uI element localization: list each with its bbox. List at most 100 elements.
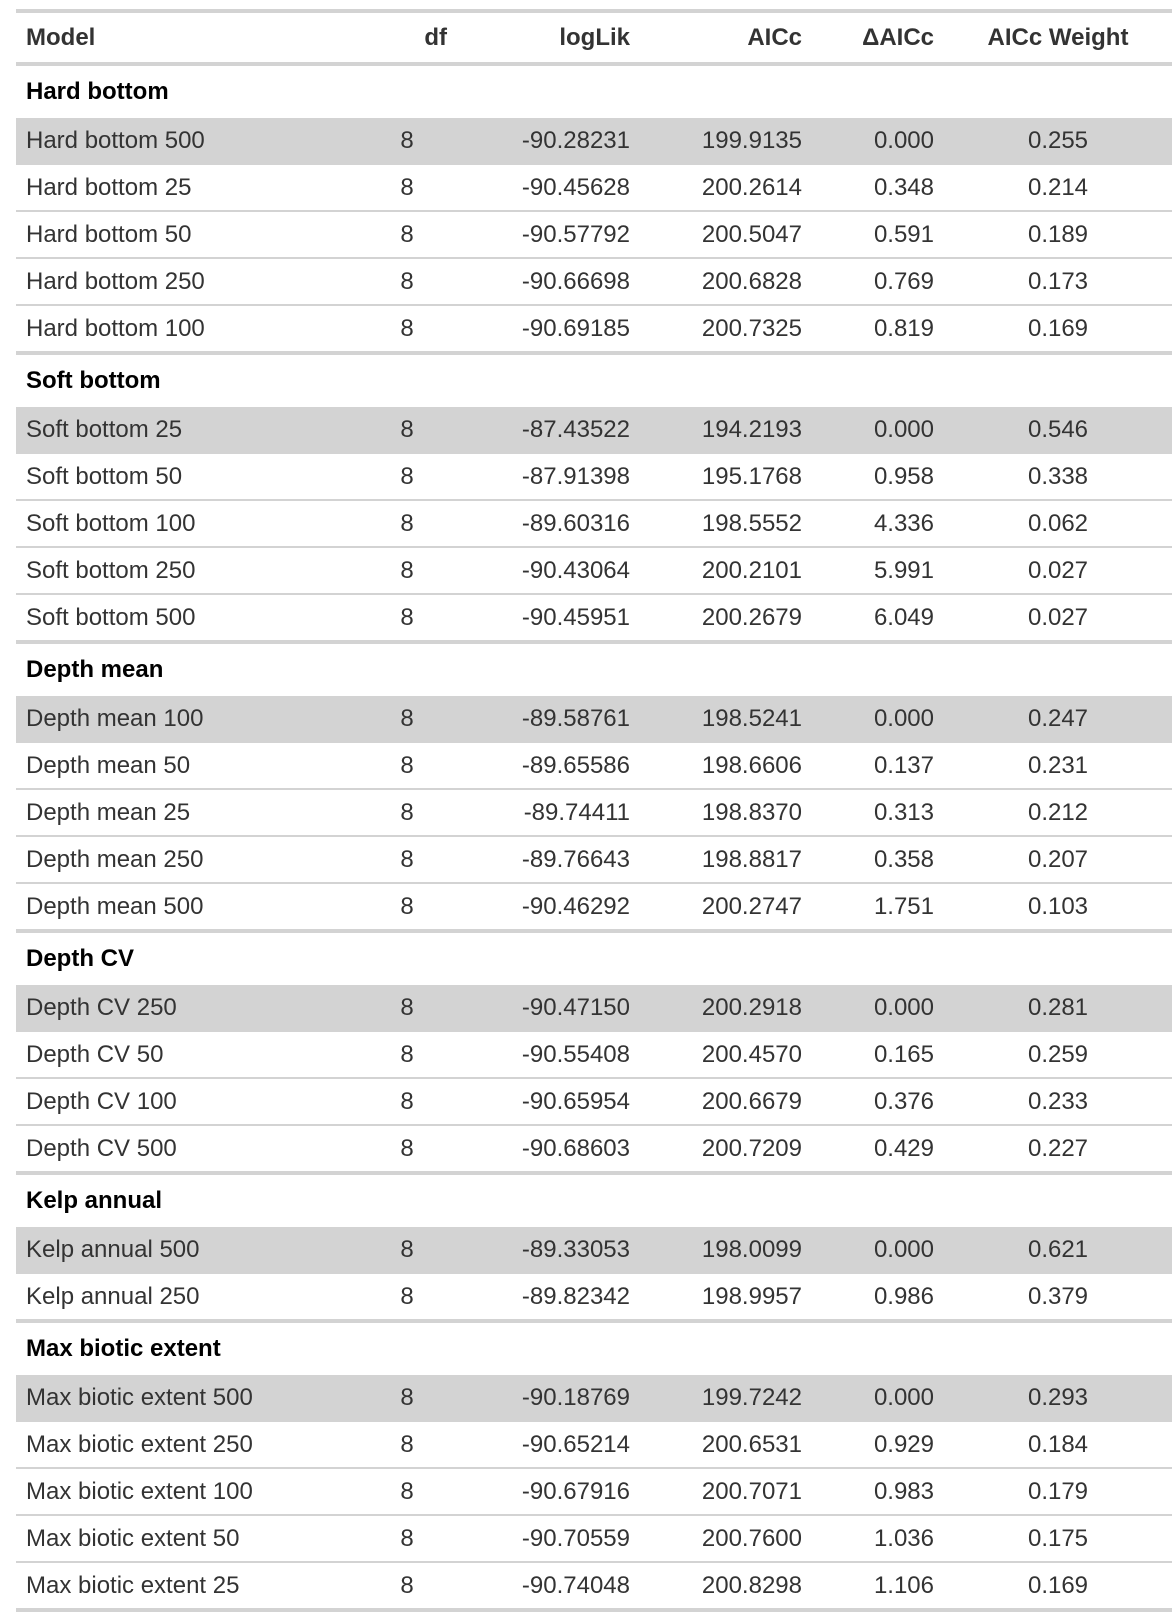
cell-model: Depth mean 25 bbox=[16, 788, 357, 836]
table-row: Hard bottom 250 8 -90.66698 200.6828 0.769 0.… bbox=[16, 257, 1172, 305]
cell-model: Soft bottom 500 bbox=[16, 593, 357, 642]
cell-df: 8 bbox=[357, 1272, 457, 1321]
cell-aicc-weight: 0.103 bbox=[944, 882, 1172, 931]
cell-model: Hard bottom 50 bbox=[16, 210, 357, 258]
cell-loglik: -90.18769 bbox=[457, 1375, 640, 1421]
cell-aicc-weight: 0.281 bbox=[944, 985, 1172, 1031]
table-row: Depth mean 25 8 -89.74411 198.8370 0.313 0.21… bbox=[16, 788, 1172, 836]
cell-aicc: 198.6606 bbox=[640, 741, 812, 789]
table-row: Max biotic extent 250 8 -90.65214 200.6531 0… bbox=[16, 1420, 1172, 1468]
cell-model: Depth CV 100 bbox=[16, 1077, 357, 1125]
header-delta-aicc: ΔAICc bbox=[812, 11, 944, 66]
cell-aicc-weight: 0.212 bbox=[944, 788, 1172, 836]
cell-aicc: 200.8298 bbox=[640, 1561, 812, 1610]
table-row-best-model: Kelp annual 500 8 -89.33053 198.0099 0.000 0.… bbox=[16, 1227, 1172, 1273]
cell-model: Soft bottom 25 bbox=[16, 407, 357, 453]
group-label: Depth mean bbox=[16, 640, 1172, 696]
cell-aicc-weight: 0.247 bbox=[944, 696, 1172, 742]
cell-aicc-weight: 0.546 bbox=[944, 407, 1172, 453]
cell-loglik: -90.70559 bbox=[457, 1514, 640, 1562]
cell-df: 8 bbox=[357, 304, 457, 353]
cell-model: Depth mean 250 bbox=[16, 835, 357, 883]
cell-loglik: -90.46292 bbox=[457, 882, 640, 931]
cell-loglik: -90.45628 bbox=[457, 163, 640, 211]
cell-delta-aicc: 0.591 bbox=[812, 210, 944, 258]
group-header-row: Depth mean bbox=[16, 640, 1172, 696]
cell-loglik: -87.91398 bbox=[457, 452, 640, 500]
cell-aicc-weight: 0.179 bbox=[944, 1467, 1172, 1515]
cell-aicc: 200.2747 bbox=[640, 882, 812, 931]
cell-loglik: -90.65214 bbox=[457, 1420, 640, 1468]
table-row: Soft bottom 250 8 -90.43064 200.2101 5.991 0.… bbox=[16, 546, 1172, 594]
cell-loglik: -90.55408 bbox=[457, 1030, 640, 1078]
cell-aicc: 200.7325 bbox=[640, 304, 812, 353]
table-row: Depth mean 500 8 -90.46292 200.2747 1.751 0.1… bbox=[16, 882, 1172, 931]
cell-delta-aicc: 0.348 bbox=[812, 163, 944, 211]
cell-model: Soft bottom 250 bbox=[16, 546, 357, 594]
cell-model: Max biotic extent 500 bbox=[16, 1375, 357, 1421]
cell-aicc-weight: 0.175 bbox=[944, 1514, 1172, 1562]
cell-df: 8 bbox=[357, 407, 457, 453]
cell-delta-aicc: 0.986 bbox=[812, 1272, 944, 1321]
table-row: Hard bottom 25 8 -90.45628 200.2614 0.348 0.2… bbox=[16, 163, 1172, 211]
cell-aicc: 200.4570 bbox=[640, 1030, 812, 1078]
cell-aicc: 200.7071 bbox=[640, 1467, 812, 1515]
cell-delta-aicc: 0.429 bbox=[812, 1124, 944, 1173]
cell-delta-aicc: 0.983 bbox=[812, 1467, 944, 1515]
group-label: Hard bottom bbox=[26, 78, 169, 105]
cell-delta-aicc: 0.819 bbox=[812, 304, 944, 353]
cell-aicc-weight: 0.231 bbox=[944, 741, 1172, 789]
cell-delta-aicc: 4.336 bbox=[812, 499, 944, 547]
cell-loglik: -87.43522 bbox=[457, 407, 640, 453]
cell-loglik: -90.28231 bbox=[457, 118, 640, 164]
cell-model: Soft bottom 50 bbox=[16, 452, 357, 500]
cell-delta-aicc: 0.165 bbox=[812, 1030, 944, 1078]
cell-delta-aicc: 0.000 bbox=[812, 1375, 944, 1421]
cell-model: Depth mean 100 bbox=[16, 696, 357, 742]
cell-aicc-weight: 0.207 bbox=[944, 835, 1172, 883]
table-row-best-model: Max biotic extent 500 8 -90.18769 199.7242 0… bbox=[16, 1375, 1172, 1421]
cell-df: 8 bbox=[357, 1375, 457, 1421]
table-row: Depth mean 50 8 -89.65586 198.6606 0.137 0.23… bbox=[16, 741, 1172, 789]
cell-model: Depth CV 50 bbox=[16, 1030, 357, 1078]
model-selection-table: Model df logLik AICc ΔAICc AICc Weight H… bbox=[16, 9, 1172, 1612]
cell-delta-aicc: 6.049 bbox=[812, 593, 944, 642]
cell-df: 8 bbox=[357, 1467, 457, 1515]
header-aicc: AICc bbox=[640, 11, 812, 66]
cell-delta-aicc: 1.751 bbox=[812, 882, 944, 931]
table-row-best-model: Hard bottom 500 8 -90.28231 199.9135 0.000 0.… bbox=[16, 118, 1172, 164]
table-row-best-model: Depth mean 100 8 -89.58761 198.5241 0.000 0.2… bbox=[16, 696, 1172, 742]
cell-aicc-weight: 0.259 bbox=[944, 1030, 1172, 1078]
cell-aicc: 200.7209 bbox=[640, 1124, 812, 1173]
cell-model: Depth CV 500 bbox=[16, 1124, 357, 1173]
cell-aicc-weight: 0.184 bbox=[944, 1420, 1172, 1468]
table-row: Depth CV 50 8 -90.55408 200.4570 0.165 0.259 bbox=[16, 1030, 1172, 1078]
cell-aicc: 199.7242 bbox=[640, 1375, 812, 1421]
cell-model: Kelp annual 250 bbox=[16, 1272, 357, 1321]
cell-df: 8 bbox=[357, 882, 457, 931]
table-body: Hard bottom Hard bottom 500 8 -90.28231 199.… bbox=[16, 64, 1172, 1610]
cell-model: Soft bottom 100 bbox=[16, 499, 357, 547]
cell-df: 8 bbox=[357, 1561, 457, 1610]
cell-delta-aicc: 0.000 bbox=[812, 118, 944, 164]
group-label: Depth CV bbox=[16, 929, 1172, 985]
cell-loglik: -90.47150 bbox=[457, 985, 640, 1031]
cell-aicc-weight: 0.233 bbox=[944, 1077, 1172, 1125]
cell-model: Max biotic extent 25 bbox=[16, 1561, 357, 1610]
cell-loglik: -90.57792 bbox=[457, 210, 640, 258]
group-header-row: Depth CV bbox=[16, 929, 1172, 985]
cell-loglik: -89.82342 bbox=[457, 1272, 640, 1321]
table-row: Hard bottom 50 8 -90.57792 200.5047 0.591 0.1… bbox=[16, 210, 1172, 258]
cell-loglik: -90.66698 bbox=[457, 257, 640, 305]
cell-aicc-weight: 0.255 bbox=[944, 118, 1172, 164]
cell-loglik: -90.67916 bbox=[457, 1467, 640, 1515]
cell-aicc-weight: 0.027 bbox=[944, 546, 1172, 594]
cell-delta-aicc: 0.000 bbox=[812, 696, 944, 742]
group-header-row: Soft bottom bbox=[16, 351, 1172, 407]
table-row: Depth CV 500 8 -90.68603 200.7209 0.429 0.227 bbox=[16, 1124, 1172, 1173]
table-row: Max biotic extent 50 8 -90.70559 200.7600 1.… bbox=[16, 1514, 1172, 1562]
cell-aicc-weight: 0.293 bbox=[944, 1375, 1172, 1421]
cell-loglik: -89.74411 bbox=[457, 788, 640, 836]
cell-model: Hard bottom 100 bbox=[16, 304, 357, 353]
table-row: Depth CV 100 8 -90.65954 200.6679 0.376 0.233 bbox=[16, 1077, 1172, 1125]
